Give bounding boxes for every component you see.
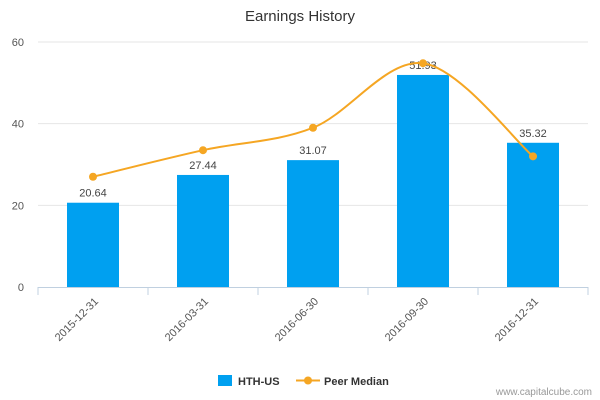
legend-label-peer-median: Peer Median <box>324 376 389 388</box>
x-axis: 2015-12-31 2016-03-31 2016-06-30 2016-09-30… <box>37 287 589 344</box>
legend-swatch-hth-us <box>218 375 232 386</box>
bar-data-label: 31.07 <box>299 145 327 157</box>
line-series-peer-median <box>89 59 537 181</box>
x-tick-label: 2016-09-30 <box>383 296 431 344</box>
bar <box>177 174 229 287</box>
peer-median-line <box>92 62 534 178</box>
peer-median-point <box>419 59 427 68</box>
y-tick-label: 60 <box>12 37 24 49</box>
legend-label-hth-us: HTH-US <box>238 376 280 388</box>
y-tick-label: 40 <box>12 119 24 131</box>
bar <box>67 202 119 287</box>
y-tick-label: 20 <box>12 200 24 212</box>
x-tick-label: 2016-12-31 <box>493 296 541 344</box>
y-tick-label: 0 <box>18 282 24 294</box>
legend-swatch-dot-peer-median <box>304 376 312 385</box>
y-axis-ticks: 0 20 40 60 <box>12 37 24 294</box>
peer-median-point <box>199 146 207 155</box>
bar-series-hth-us <box>67 74 559 287</box>
bar-data-label: 35.32 <box>519 128 547 140</box>
x-tick-label: 2016-06-30 <box>273 296 321 344</box>
bar-data-label: 20.64 <box>79 188 107 200</box>
chart-title: Earnings History <box>245 8 356 25</box>
peer-median-point <box>89 172 97 181</box>
peer-median-point <box>309 123 317 132</box>
credit-text: www.capitalcube.com <box>495 387 592 398</box>
bar-data-label: 27.44 <box>189 160 217 172</box>
x-tick-label: 2016-03-31 <box>163 296 211 344</box>
x-tick-label: 2015-12-31 <box>53 296 101 344</box>
bar <box>397 74 449 287</box>
bar <box>287 160 339 287</box>
peer-median-point <box>529 152 537 161</box>
legend: HTH-US Peer Median <box>218 375 389 388</box>
bar <box>507 142 559 287</box>
